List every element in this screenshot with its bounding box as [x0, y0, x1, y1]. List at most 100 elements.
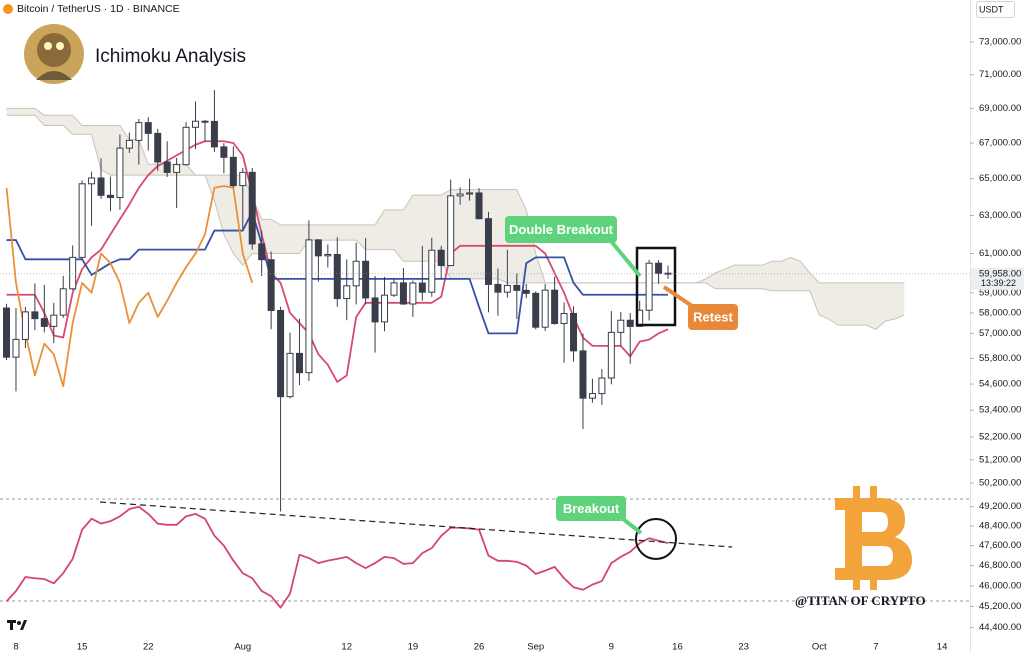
candle-body	[447, 195, 455, 267]
candle-body	[371, 297, 379, 323]
candle-body	[135, 122, 143, 141]
annotation-label: Double Breakout	[509, 222, 614, 237]
candle-body	[220, 146, 228, 158]
indicator-line	[5, 505, 669, 609]
candle-body	[484, 218, 492, 285]
symbol: Bitcoin / TetherUS · 1D · BINANCE	[17, 3, 180, 15]
candle-body	[78, 183, 86, 258]
candle-body	[31, 311, 39, 320]
highlight-box	[635, 246, 677, 327]
candle-body	[513, 284, 521, 291]
candle-body	[362, 260, 370, 299]
y-tick-label: 46,800.00	[979, 560, 1021, 571]
y-tick-label: 49,200.00	[979, 501, 1021, 512]
candle-body	[541, 289, 549, 328]
x-tick-label: 14	[937, 642, 948, 653]
avatar-eye	[56, 42, 64, 50]
y-tick-label: 51,200.00	[979, 454, 1021, 465]
candle-body	[106, 194, 114, 199]
candle-body	[532, 292, 540, 328]
candle-body	[390, 282, 398, 296]
candle-body	[125, 139, 133, 149]
candle-body	[570, 313, 578, 352]
candle-body	[154, 132, 162, 163]
candle-body	[201, 120, 209, 123]
x-tick-label: 8	[13, 642, 18, 653]
y-tick-label: 54,600.00	[979, 379, 1021, 390]
y-tick-label: 73,000.00	[979, 37, 1021, 48]
y-tick-label: 50,200.00	[979, 478, 1021, 489]
candle-body	[277, 309, 285, 398]
y-tick-label: 58,000.00	[979, 307, 1021, 318]
candle-body	[381, 294, 389, 323]
candle-body	[239, 171, 247, 187]
y-tick-label: 65,000.00	[979, 173, 1021, 184]
y-tick-label: 48,400.00	[979, 521, 1021, 532]
candle-body	[607, 331, 615, 379]
x-tick-label: 26	[474, 642, 485, 653]
candle-body	[428, 249, 436, 293]
candle-body	[522, 289, 530, 294]
countdown: 13:39:22	[981, 278, 1016, 288]
y-tick-label: 47,600.00	[979, 540, 1021, 551]
cloud	[6, 108, 905, 330]
y-tick-label: 44,400.00	[979, 622, 1021, 633]
candle-body	[314, 239, 322, 257]
candle-body	[664, 272, 672, 275]
annotation-box	[556, 496, 626, 521]
indicator-line	[6, 140, 669, 383]
candle-body	[324, 253, 332, 257]
candle-body	[69, 256, 77, 290]
trendline	[99, 501, 733, 548]
cloud-edge	[6, 107, 905, 284]
currency-box[interactable]	[976, 1, 1015, 18]
candle-body	[399, 282, 407, 305]
candle-body	[466, 192, 474, 195]
candle-body	[598, 377, 606, 395]
x-tick-label: 9	[609, 642, 614, 653]
x-tick-label: 22	[143, 642, 154, 653]
last-price: 59,958.00	[979, 268, 1021, 279]
plot	[3, 90, 905, 609]
y-tick-label: 55,800.00	[979, 353, 1021, 364]
candle-body	[560, 313, 568, 325]
y-tick-label: 52,200.00	[979, 432, 1021, 443]
x-tick-label: 12	[341, 642, 352, 653]
candle-body	[59, 288, 67, 316]
candle-body	[50, 314, 58, 327]
currency[interactable]: USDT	[979, 4, 1004, 14]
candle-body	[418, 282, 426, 293]
candle-body	[144, 122, 152, 134]
candle-body	[503, 284, 511, 293]
y-tick-label: 71,000.00	[979, 69, 1021, 80]
x-tick-label: Aug	[234, 642, 251, 653]
candle-body	[475, 192, 483, 220]
candle-body	[305, 239, 313, 374]
candle-body	[3, 307, 11, 358]
candle-body	[163, 161, 171, 173]
x-tick-label: 23	[738, 642, 749, 653]
chart-title: Ichimoku Analysis	[95, 46, 246, 67]
x-tick-label: Sep	[527, 642, 544, 653]
indicator-line	[5, 185, 254, 388]
annotation-box	[688, 304, 738, 330]
y-tick-label: 67,000.00	[979, 138, 1021, 149]
last-price-box	[971, 267, 1024, 290]
watermark: @TITAN OF CRYPTO	[795, 593, 926, 608]
candle-body	[333, 253, 341, 300]
avatar-body	[36, 71, 72, 80]
candle-body	[456, 193, 464, 197]
annotations: Double Breakout Retest Breakout	[505, 216, 738, 535]
candle-body	[97, 177, 105, 196]
annotation-arrow	[608, 238, 642, 278]
candle-body	[12, 338, 20, 358]
candle-body	[229, 156, 237, 187]
candle-body	[21, 311, 29, 340]
y-tick-label: 59,000.00	[979, 287, 1021, 298]
candle-body	[286, 352, 294, 398]
candle-body	[210, 120, 218, 148]
y-tick-label: 63,000.00	[979, 210, 1021, 221]
candle-body	[248, 171, 256, 245]
